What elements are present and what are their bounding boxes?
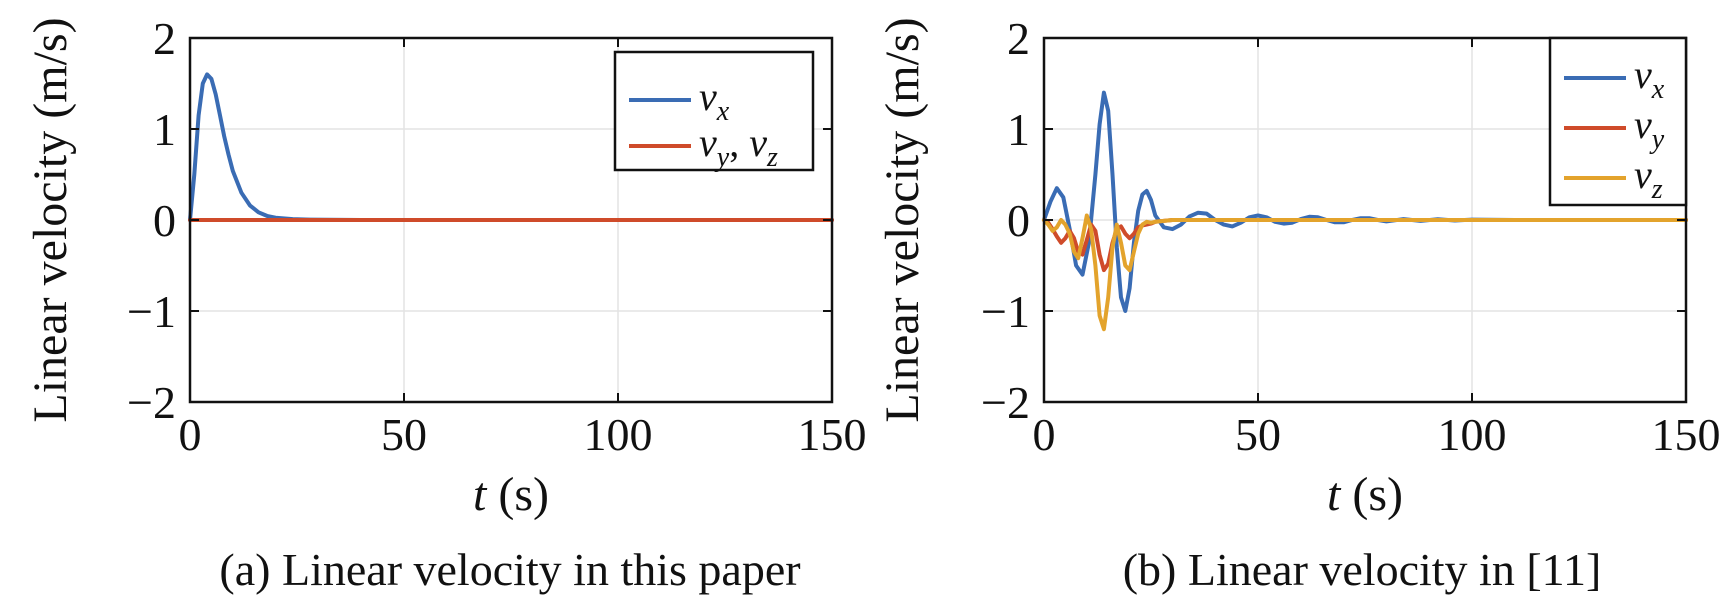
legend-subscript: x xyxy=(1651,74,1665,105)
y-tick-label: −1 xyxy=(981,286,1030,337)
x-axis-variable: t xyxy=(1327,468,1342,521)
legend-label: vx xyxy=(699,74,730,127)
legend-var: v xyxy=(749,120,767,165)
legend-var: v xyxy=(699,120,717,165)
legend-var: v xyxy=(1634,102,1652,147)
y-tick-label: −1 xyxy=(127,286,176,337)
y-tick-label: 0 xyxy=(153,195,176,246)
x-axis-label: t (s) xyxy=(473,468,549,521)
x-axis-unit: (s) xyxy=(486,468,549,521)
y-tick-label: 2 xyxy=(1007,13,1030,64)
legend-var: v xyxy=(1634,52,1652,97)
x-tick-label: 0 xyxy=(179,409,202,460)
series-line-vz xyxy=(1042,213,1688,332)
chart-panel-a: 0 50 100 150 2 1 0 −1 −2 Linear velocity (m/s) t (… xyxy=(24,13,867,595)
x-axis-label: t (s) xyxy=(1327,468,1403,521)
legend-var: v xyxy=(1634,152,1652,197)
chart-panel-b: 0 50 100 150 2 1 0 −1 −2 Linear velocity (m/s) t (… xyxy=(876,13,1721,595)
x-axis-unit: (s) xyxy=(1340,468,1403,521)
x-tick-label: 100 xyxy=(1438,409,1507,460)
legend-sep: , xyxy=(729,120,749,165)
legend-subscript: y xyxy=(714,142,730,173)
legend-label: vy, vz xyxy=(699,120,778,173)
y-tick-label: 2 xyxy=(153,13,176,64)
y-tick-label: 1 xyxy=(1007,104,1030,155)
legend-subscript: z xyxy=(1651,174,1663,205)
legend-subscript: x xyxy=(716,96,730,127)
y-axis-label: Linear velocity (m/s) xyxy=(24,17,77,422)
x-axis-variable: t xyxy=(473,468,488,521)
legend-subscript: z xyxy=(766,142,778,173)
chart-caption: (b) Linear velocity in [11] xyxy=(1123,544,1602,595)
legend-subscript: y xyxy=(1649,124,1665,155)
chart-caption: (a) Linear velocity in this paper xyxy=(219,544,800,595)
legend-label: vy xyxy=(1634,102,1665,155)
y-tick-label: −2 xyxy=(981,377,1030,428)
x-tick-label: 150 xyxy=(1652,409,1721,460)
legend-label: vz xyxy=(1634,152,1663,205)
legend-var: v xyxy=(699,74,717,119)
y-tick-label: 1 xyxy=(153,104,176,155)
x-tick-label: 150 xyxy=(798,409,867,460)
y-axis-label: Linear velocity (m/s) xyxy=(876,17,929,422)
x-tick-label: 50 xyxy=(1235,409,1281,460)
x-tick-label: 0 xyxy=(1033,409,1056,460)
x-tick-label: 50 xyxy=(381,409,427,460)
y-tick-label: −2 xyxy=(127,377,176,428)
legend-box xyxy=(613,50,815,172)
x-tick-label: 100 xyxy=(584,409,653,460)
legend-label: vx xyxy=(1634,52,1665,105)
y-tick-label: 0 xyxy=(1007,195,1030,246)
